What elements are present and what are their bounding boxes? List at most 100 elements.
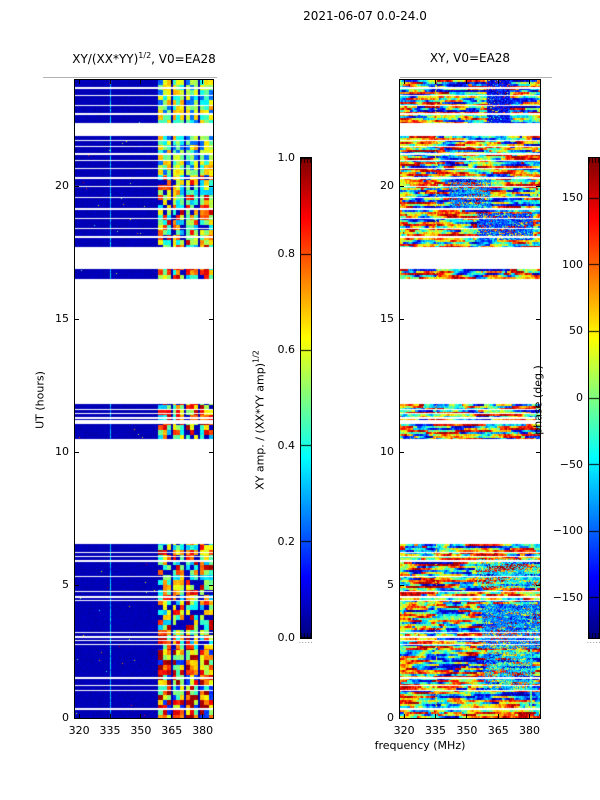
axis-tick-mark	[75, 717, 79, 719]
colorbar-hatch-icon	[301, 633, 311, 638]
y-tick-label: 10	[380, 445, 394, 459]
colorbar-hatch-icon	[301, 158, 311, 163]
colorbar-tick-label: 150	[562, 191, 583, 204]
x-tick-label: 335	[99, 724, 121, 737]
axis-tick-mark	[536, 584, 540, 586]
left-heatmap-axes	[74, 79, 214, 719]
left-heatmap-image	[75, 80, 213, 718]
axis-tick-mark	[529, 714, 531, 718]
y-tick-label: 5	[387, 578, 394, 592]
axis-tick-mark	[209, 318, 213, 320]
colorbar-tick-label: 0	[576, 391, 583, 404]
figure-title: 2021-06-07 0.0-24.0	[303, 9, 427, 23]
x-tick-label: 380	[192, 724, 214, 737]
y-tick-label: 5	[62, 578, 69, 592]
axis-tick-mark	[536, 185, 540, 187]
axis-tick-mark	[78, 80, 80, 84]
colorbar-tick-label: 0.6	[277, 343, 296, 356]
left-plot-title-pre: XY/(XX*YY)	[72, 52, 139, 66]
right-heatmap-axes	[399, 79, 541, 719]
y-tick-label: 10	[55, 445, 69, 459]
axis-tick-mark	[400, 584, 404, 586]
y-tick-label: 15	[380, 312, 394, 326]
colorbar-tick-label: 50	[569, 324, 583, 338]
left-plot-title: XY/(XX*YY)1/2, V0=EA28	[72, 51, 216, 66]
axis-tick-mark	[435, 714, 437, 718]
y-tick-label: 20	[380, 179, 394, 193]
axis-tick-mark	[400, 717, 404, 719]
axis-tick-mark	[75, 584, 79, 586]
colorbar-tick-label: −150	[552, 591, 583, 604]
right-plot-title: XY, V0=EA28	[429, 51, 511, 65]
axis-tick-mark	[529, 80, 531, 84]
axis-tick-mark	[202, 714, 204, 718]
axis-tick-mark	[209, 584, 213, 586]
left-colorbar-gradient	[301, 158, 311, 638]
left-colorbar-label-pre: XY amp. / (XX*YY amp)	[253, 362, 267, 490]
x-tick-label: 320	[393, 724, 415, 737]
left-title-rule	[43, 77, 217, 78]
left-plot-title-sup: 1/2	[138, 51, 152, 60]
colorbar-tick-label: 0.8	[277, 247, 296, 260]
right-heatmap-image	[400, 80, 540, 718]
y-tick-label: 20	[55, 179, 69, 193]
axis-tick-mark	[171, 80, 173, 84]
axis-tick-mark	[209, 185, 213, 187]
axis-tick-mark	[497, 714, 499, 718]
left-y-axis-label: UT (hours)	[33, 371, 47, 429]
axis-tick-mark	[403, 714, 405, 718]
axis-tick-mark	[140, 80, 142, 84]
right-colorbar	[588, 157, 600, 639]
axis-tick-mark	[536, 717, 540, 719]
left-colorbar	[300, 157, 312, 639]
colorbar-tick-label: 0.4	[277, 439, 296, 452]
axis-tick-mark	[400, 451, 404, 453]
axis-tick-mark	[75, 451, 79, 453]
axis-tick-mark	[403, 80, 405, 84]
x-tick-label: 350	[130, 724, 152, 737]
axis-tick-mark	[209, 717, 213, 719]
axis-tick-mark	[536, 318, 540, 320]
colorbar-tick-label: 0.2	[277, 535, 296, 548]
left-plot-title-post: , V0=EA28	[151, 52, 216, 66]
x-tick-label: 380	[519, 724, 541, 737]
x-tick-label: 320	[68, 724, 90, 737]
axis-tick-mark	[536, 451, 540, 453]
colorbar-tick-label: −100	[552, 524, 583, 538]
axis-tick-mark	[75, 185, 79, 187]
y-tick-label: 15	[55, 312, 69, 326]
colorbar-hatch-icon	[589, 633, 599, 638]
axis-tick-mark	[209, 451, 213, 453]
axis-tick-mark	[78, 714, 80, 718]
x-tick-label: 335	[425, 724, 447, 737]
left-colorbar-dots: ·····	[299, 640, 314, 647]
axis-tick-mark	[109, 80, 111, 84]
axis-tick-mark	[435, 80, 437, 84]
axis-tick-mark	[171, 714, 173, 718]
x-tick-label: 350	[456, 724, 478, 737]
colorbar-hatch-icon	[589, 158, 599, 163]
colorbar-tick-label: 1.0	[277, 151, 296, 164]
colorbar-tick-label: 100	[562, 257, 583, 271]
axis-tick-mark	[466, 80, 468, 84]
axis-tick-mark	[466, 714, 468, 718]
left-colorbar-label: XY amp. / (XX*YY amp)1/2	[252, 350, 267, 490]
axis-tick-mark	[75, 318, 79, 320]
colorbar-tick-label: −50	[559, 457, 583, 471]
right-colorbar-dots: ·····	[587, 640, 600, 647]
x-tick-label: 365	[161, 724, 183, 737]
axis-tick-mark	[400, 185, 404, 187]
axis-tick-mark	[497, 80, 499, 84]
right-colorbar-gradient	[589, 158, 599, 638]
y-tick-label: 0	[387, 711, 394, 724]
frequency-axis-label: frequency (MHz)	[374, 739, 466, 752]
axis-tick-mark	[140, 714, 142, 718]
axis-tick-mark	[109, 714, 111, 718]
colorbar-tick-label: 0.0	[277, 631, 296, 644]
axis-tick-mark	[202, 80, 204, 84]
axis-tick-mark	[400, 318, 404, 320]
right-title-rule	[400, 77, 552, 78]
x-tick-label: 365	[487, 724, 509, 737]
y-tick-label: 0	[62, 711, 69, 724]
